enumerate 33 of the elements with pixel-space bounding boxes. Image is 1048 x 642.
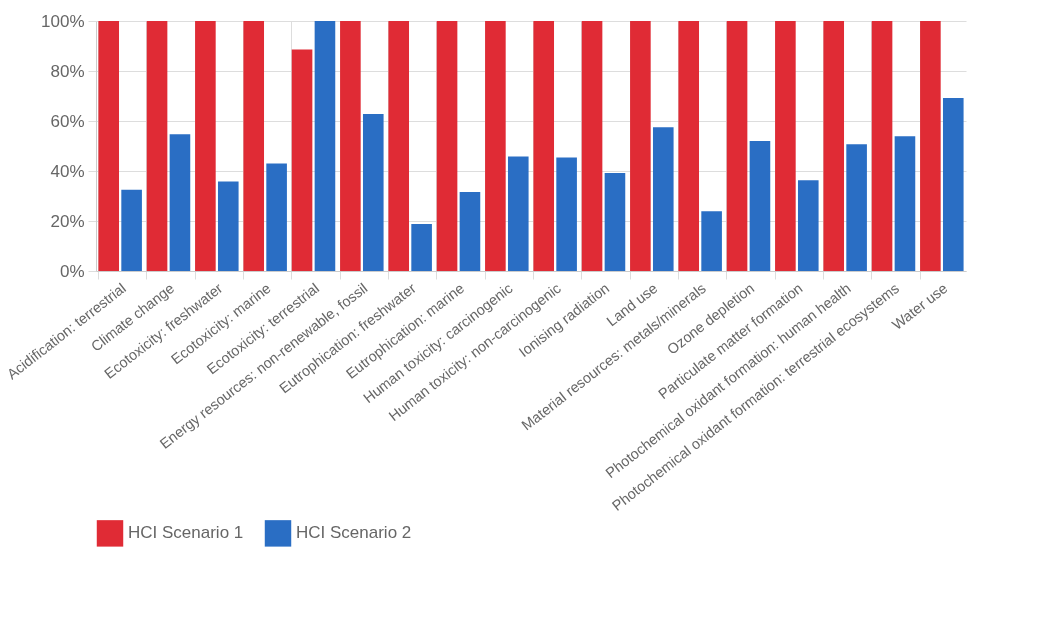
bar	[362, 114, 384, 271]
y-tick-label: 60%	[50, 111, 85, 131]
y-tick-label: 100%	[41, 11, 85, 31]
bar	[169, 134, 191, 271]
y-tick-label: 0%	[59, 261, 85, 281]
bar	[507, 156, 529, 271]
y-tick-label: 80%	[50, 61, 85, 81]
bar	[775, 21, 796, 271]
bar	[920, 21, 941, 271]
bar	[411, 224, 432, 271]
bar	[701, 211, 722, 271]
bar	[556, 157, 577, 271]
bar	[314, 21, 336, 271]
bar	[195, 21, 216, 271]
y-tick-label: 20%	[50, 211, 85, 231]
bar	[291, 49, 313, 271]
bar	[604, 173, 626, 271]
bar	[459, 192, 481, 271]
bar	[630, 21, 651, 271]
bar	[340, 21, 361, 271]
bar	[942, 98, 964, 271]
y-tick-label: 40%	[50, 161, 85, 181]
bar	[797, 180, 819, 271]
bar	[652, 127, 674, 271]
bar	[894, 136, 916, 271]
bar	[121, 189, 142, 271]
bar	[485, 21, 506, 271]
bar	[749, 141, 771, 271]
bar	[846, 144, 867, 271]
legend-label: HCI Scenario 1	[128, 523, 244, 543]
bar	[217, 181, 239, 271]
bar	[266, 163, 287, 271]
legend-label: HCI Scenario 2	[296, 523, 412, 543]
